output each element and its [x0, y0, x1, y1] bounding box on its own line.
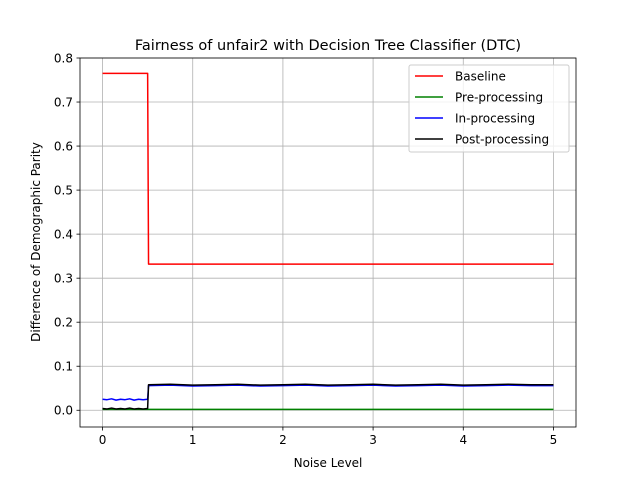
y-tick-label: 0.3 — [54, 271, 73, 285]
series-line-in-processing — [102, 384, 554, 401]
legend-label-pre-processing: Pre-processing — [455, 90, 543, 104]
x-tick-label: 1 — [189, 433, 197, 447]
chart-title: Fairness of unfair2 with Decision Tree C… — [135, 38, 521, 54]
x-axis-label: Noise Level — [294, 456, 363, 470]
x-tick-label: 5 — [550, 433, 558, 447]
plot-frame — [79, 57, 577, 428]
legend-box — [408, 64, 570, 153]
y-tick-label: 0.4 — [54, 227, 73, 241]
legend-label-baseline: Baseline — [455, 69, 506, 83]
legend: Baseline Pre-processing In-processing Post-… — [408, 64, 570, 153]
y-tick-label: 0.2 — [54, 316, 73, 330]
x-tick-label: 2 — [279, 433, 287, 447]
x-tick-label: 4 — [459, 433, 467, 447]
y-tick-label: 0.8 — [54, 51, 73, 65]
x-tick-label: 3 — [369, 433, 377, 447]
y-tick-label: 0.1 — [54, 360, 73, 374]
y-tick-label: 0.0 — [54, 404, 73, 418]
legend-label-in-processing: In-processing — [455, 111, 535, 125]
x-tick-label: 0 — [99, 433, 107, 447]
legend-label-post-processing: Post-processing — [455, 132, 549, 146]
y-axis-label: Difference of Demographic Parity — [29, 142, 43, 342]
y-tick-label: 0.5 — [54, 183, 73, 197]
y-tick-label: 0.6 — [54, 139, 73, 153]
y-tick-label: 0.7 — [54, 95, 73, 109]
series-lines — [102, 72, 554, 411]
series-line-post-processing — [102, 383, 554, 410]
series-line-baseline — [102, 72, 554, 265]
axis-ticks: 0 1 2 3 4 5 0.0 0.1 0.2 0.3 0.4 0.5 0.6 0.7 0.8 — [54, 51, 557, 447]
